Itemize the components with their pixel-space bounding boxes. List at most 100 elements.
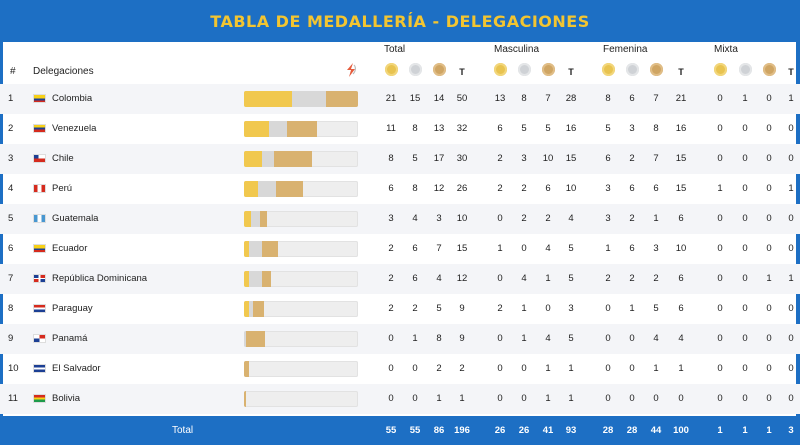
delegation-header: Delegaciones [33, 66, 94, 77]
gold-medal-icon[interactable] [601, 63, 615, 76]
total-count-cell: 3 [388, 213, 394, 224]
fem-count-cell: 1 [653, 213, 659, 224]
mix-count-cell: 0 [717, 153, 723, 164]
masc-count-cell: 5 [568, 273, 574, 284]
masc-count-cell: 2 [497, 183, 503, 194]
masc-count-cell: 4 [545, 333, 551, 344]
table-row[interactable]: 8 Paraguay 2 2 5 9 2 1 0 3 0 1 5 6 0 0 0 0 [0, 294, 800, 324]
delegation-name[interactable]: Chile [52, 153, 74, 164]
total-count-cell: 11 [386, 123, 396, 134]
fem-total-cell: 44 [650, 425, 662, 436]
total-total-cell: 86 [433, 425, 445, 436]
silver-medal-icon[interactable] [517, 63, 531, 76]
masc-count-cell: 8 [521, 93, 527, 104]
table-row[interactable]: 7 República Dominicana 2 6 4 12 0 4 1 5 2 2 2 6 0 0 1 1 [0, 264, 800, 294]
mix-count-cell: 0 [766, 333, 772, 344]
delegation-name[interactable]: Guatemala [52, 213, 99, 224]
mix-count-cell: 0 [742, 273, 748, 284]
total-count-cell: 21 [385, 93, 397, 104]
fem-count-cell: 0 [678, 393, 684, 404]
fem-count-cell: 0 [653, 393, 659, 404]
rank-cell: 3 [8, 153, 14, 164]
masc-count-cell: 3 [568, 303, 574, 314]
table-row[interactable]: 1 Colombia 21 15 14 50 13 8 7 28 8 6 7 21 0 1 0 1 [0, 84, 800, 114]
fem-count-cell: 2 [629, 153, 635, 164]
bronze-medal-icon[interactable] [762, 63, 776, 76]
table-row[interactable]: 2 Venezuela 11 8 13 32 6 5 5 16 5 3 8 16 0 0 0 0 [0, 114, 800, 144]
delegation-name[interactable]: Bolivia [52, 393, 80, 404]
rank-cell: 1 [8, 93, 14, 104]
delegation-name[interactable]: República Dominicana [52, 273, 148, 284]
fem-count-cell: 16 [675, 123, 687, 134]
table-row[interactable]: 3 Chile 8 5 17 30 2 3 10 15 6 2 7 15 0 0 0 0 [0, 144, 800, 174]
delegation-name[interactable]: Paraguay [52, 303, 93, 314]
silver-medal-icon[interactable] [625, 63, 639, 76]
medal-distribution-bar [244, 121, 358, 137]
total-count-cell: 0 [388, 333, 394, 344]
table-row[interactable]: 9 Panamá 0 1 8 9 0 1 4 5 0 0 4 4 0 0 0 0 [0, 324, 800, 354]
table-row[interactable]: 11 Bolivia 0 0 1 1 0 0 1 1 0 0 0 0 0 0 0 0 [0, 384, 800, 414]
mix-count-cell: 1 [766, 273, 772, 284]
medal-distribution-bar [244, 151, 358, 167]
total-count-cell: 12 [433, 183, 445, 194]
table-row[interactable]: 4 Perú 6 8 12 26 2 2 6 10 3 6 6 15 1 0 0 1 [0, 174, 800, 204]
mix-count-cell: 0 [717, 213, 723, 224]
silver-medal-icon[interactable] [738, 63, 752, 76]
rank-cell: 11 [8, 393, 18, 404]
silver-medal-icon[interactable] [408, 63, 422, 76]
mix-count-cell: 0 [766, 183, 772, 194]
rank-cell: 2 [8, 123, 14, 134]
bronze-medal-icon[interactable] [432, 63, 446, 76]
total-count-cell: 50 [456, 93, 468, 104]
mix-count-cell: 0 [742, 153, 748, 164]
total-column-header[interactable]: T [788, 67, 794, 77]
total-count-cell: 7 [436, 243, 442, 254]
delegation-name[interactable]: Perú [52, 183, 73, 194]
medal-distribution-bar [244, 241, 358, 257]
fem-count-cell: 2 [653, 273, 659, 284]
silver-bar-segment [262, 151, 274, 167]
table-row[interactable]: 5 Guatemala 3 4 3 10 0 2 2 4 3 2 1 6 0 0 0 0 [0, 204, 800, 234]
gold-medal-icon[interactable] [713, 63, 727, 76]
fem-count-cell: 0 [605, 363, 611, 374]
total-column-header[interactable]: T [568, 67, 574, 77]
group-label-total: Total [384, 44, 406, 55]
mix-count-cell: 1 [742, 93, 748, 104]
bronze-medal-icon[interactable] [649, 63, 663, 76]
fem-total-cell: 28 [602, 425, 614, 436]
total-total-cell: 55 [409, 425, 421, 436]
medal-distribution-bar [244, 271, 358, 287]
gold-medal-icon[interactable] [384, 63, 398, 76]
rank-cell: 8 [8, 303, 14, 314]
fem-count-cell: 3 [653, 243, 659, 254]
delegation-name[interactable]: Ecuador [52, 243, 88, 254]
masc-count-cell: 2 [497, 303, 503, 314]
fem-count-cell: 6 [629, 93, 635, 104]
delegation-name[interactable]: Venezuela [52, 123, 97, 134]
bronze-medal-icon[interactable] [541, 63, 555, 76]
masc-count-cell: 2 [545, 213, 551, 224]
mix-count-cell: 0 [766, 363, 772, 374]
sort-logo-icon[interactable] [344, 62, 358, 78]
total-count-cell: 2 [388, 273, 394, 284]
masc-count-cell: 1 [545, 363, 551, 374]
mix-count-cell: 0 [717, 93, 723, 104]
table-row[interactable]: 6 Ecuador 2 6 7 15 1 0 4 5 1 6 3 10 0 0 0 0 [0, 234, 800, 264]
fem-count-cell: 0 [605, 333, 611, 344]
delegation-name[interactable]: El Salvador [52, 363, 101, 374]
mix-count-cell: 0 [742, 123, 748, 134]
delegation-name[interactable]: Panamá [52, 333, 88, 344]
total-column-header[interactable]: T [459, 67, 465, 77]
fem-count-cell: 6 [678, 303, 684, 314]
total-column-header[interactable]: T [678, 67, 684, 77]
group-label-femenina: Femenina [603, 44, 648, 55]
table-row[interactable]: 10 El Salvador 0 0 2 2 0 0 1 1 0 0 1 1 0 0 0 0 [0, 354, 800, 384]
mix-count-cell: 0 [742, 243, 748, 254]
masc-count-cell: 16 [565, 123, 577, 134]
gold-medal-icon[interactable] [493, 63, 507, 76]
total-count-cell: 0 [412, 363, 418, 374]
delegation-name[interactable]: Colombia [52, 93, 93, 104]
mix-count-cell: 1 [788, 183, 794, 194]
total-count-cell: 6 [412, 273, 418, 284]
bronze-bar-segment [262, 271, 272, 287]
